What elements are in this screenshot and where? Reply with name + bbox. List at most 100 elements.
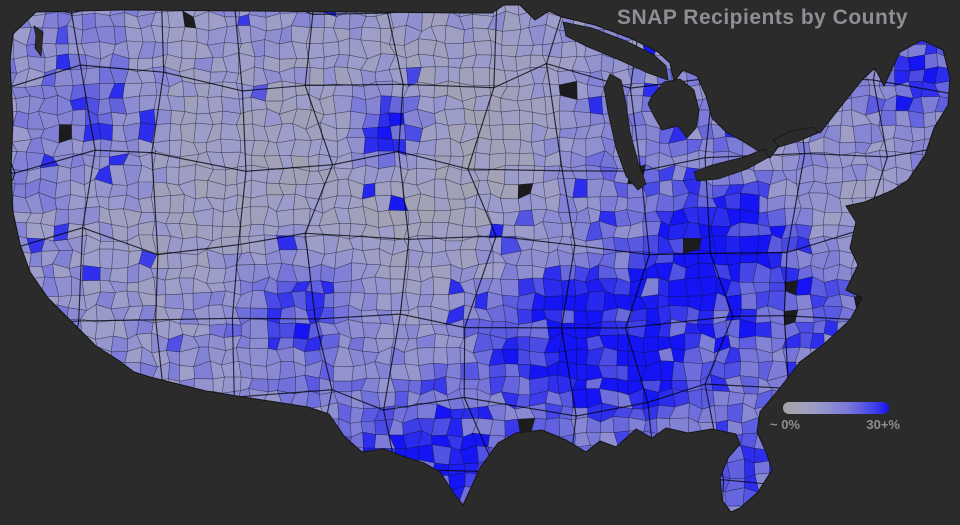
county-shape[interactable] [896,0,911,1]
county-shape[interactable] [948,38,960,59]
county-shape[interactable] [138,502,158,516]
county-shape[interactable] [841,518,856,525]
county-shape[interactable] [320,473,340,494]
county-shape[interactable] [54,68,74,87]
county-shape[interactable] [573,322,589,339]
county-shape[interactable] [910,193,926,212]
county-shape[interactable] [878,361,900,380]
county-shape[interactable] [921,276,941,297]
county-shape[interactable] [642,472,659,489]
county-shape[interactable] [263,472,283,491]
county-shape[interactable] [906,390,925,409]
county-shape[interactable] [138,81,158,97]
county-shape[interactable] [518,152,535,167]
county-shape[interactable] [291,486,312,507]
county-shape[interactable] [335,110,351,129]
county-shape[interactable] [936,10,954,30]
county-shape[interactable] [921,236,938,255]
county-shape[interactable] [542,447,561,466]
county-shape[interactable] [253,55,265,70]
county-shape[interactable] [167,251,183,269]
county-shape[interactable] [460,362,480,381]
county-shape[interactable] [226,515,240,525]
county-shape[interactable] [836,337,857,354]
county-shape[interactable] [852,445,868,461]
county-shape[interactable] [896,501,911,518]
county-shape[interactable] [796,111,816,129]
county-shape[interactable] [224,500,241,517]
county-shape[interactable] [627,459,648,479]
county-shape[interactable] [253,501,270,521]
county-shape[interactable] [434,487,451,505]
county-shape[interactable] [949,460,960,480]
county-shape[interactable] [866,304,886,323]
county-shape[interactable] [669,460,688,480]
county-shape[interactable] [865,459,881,479]
county-shape[interactable] [0,179,2,198]
county-shape[interactable] [225,407,238,424]
county-shape[interactable] [82,430,99,452]
county-shape[interactable] [769,282,787,292]
county-shape[interactable] [953,139,960,154]
county-shape[interactable] [43,432,57,451]
county-shape[interactable] [11,304,26,322]
county-shape[interactable] [276,486,294,507]
county-shape[interactable] [433,0,452,12]
county-shape[interactable] [852,490,870,506]
county-shape[interactable] [377,126,393,140]
county-shape[interactable] [922,180,941,199]
county-shape[interactable] [715,419,729,438]
county-shape[interactable] [489,124,504,141]
county-shape[interactable] [0,500,15,518]
county-shape[interactable] [612,416,630,433]
county-shape[interactable] [949,223,960,242]
county-shape[interactable] [125,490,141,508]
county-shape[interactable] [278,430,296,449]
county-shape[interactable] [924,346,942,367]
county-shape[interactable] [808,66,828,86]
county-shape[interactable] [136,406,154,420]
county-shape[interactable] [126,416,143,436]
county-shape[interactable] [11,319,32,340]
county-shape[interactable] [532,165,545,184]
county-shape[interactable] [631,124,647,141]
county-shape[interactable] [740,67,759,88]
county-shape[interactable] [194,518,210,525]
county-shape[interactable] [614,492,629,506]
county-shape[interactable] [893,207,913,227]
county-shape[interactable] [181,418,200,438]
county-shape[interactable] [11,348,28,368]
county-shape[interactable] [0,251,1,267]
county-shape[interactable] [167,502,183,521]
county-shape[interactable] [39,349,58,367]
county-shape[interactable] [166,0,183,2]
county-shape[interactable] [710,505,726,519]
county-shape[interactable] [894,336,913,354]
county-shape[interactable] [809,378,830,395]
county-shape[interactable] [96,476,116,491]
county-shape[interactable] [865,472,881,491]
county-shape[interactable] [180,518,197,525]
county-shape[interactable] [323,292,335,309]
county-shape[interactable] [770,108,785,130]
county-shape[interactable] [698,506,718,520]
county-shape[interactable] [853,459,867,479]
county-shape[interactable] [949,516,960,525]
county-shape[interactable] [404,459,423,479]
county-shape[interactable] [884,434,898,450]
county-shape[interactable] [906,363,926,378]
county-shape[interactable] [795,55,816,72]
county-shape[interactable] [909,225,926,238]
county-shape[interactable] [640,447,659,463]
county-shape[interactable] [670,490,688,508]
county-shape[interactable] [869,516,882,525]
county-shape[interactable] [613,251,631,269]
county-shape[interactable] [738,95,756,112]
county-shape[interactable] [935,363,951,380]
county-shape[interactable] [725,67,743,88]
county-shape[interactable] [389,0,410,14]
county-shape[interactable] [910,0,922,1]
county-shape[interactable] [361,126,379,139]
county-shape[interactable] [294,447,311,465]
county-shape[interactable] [138,196,155,213]
